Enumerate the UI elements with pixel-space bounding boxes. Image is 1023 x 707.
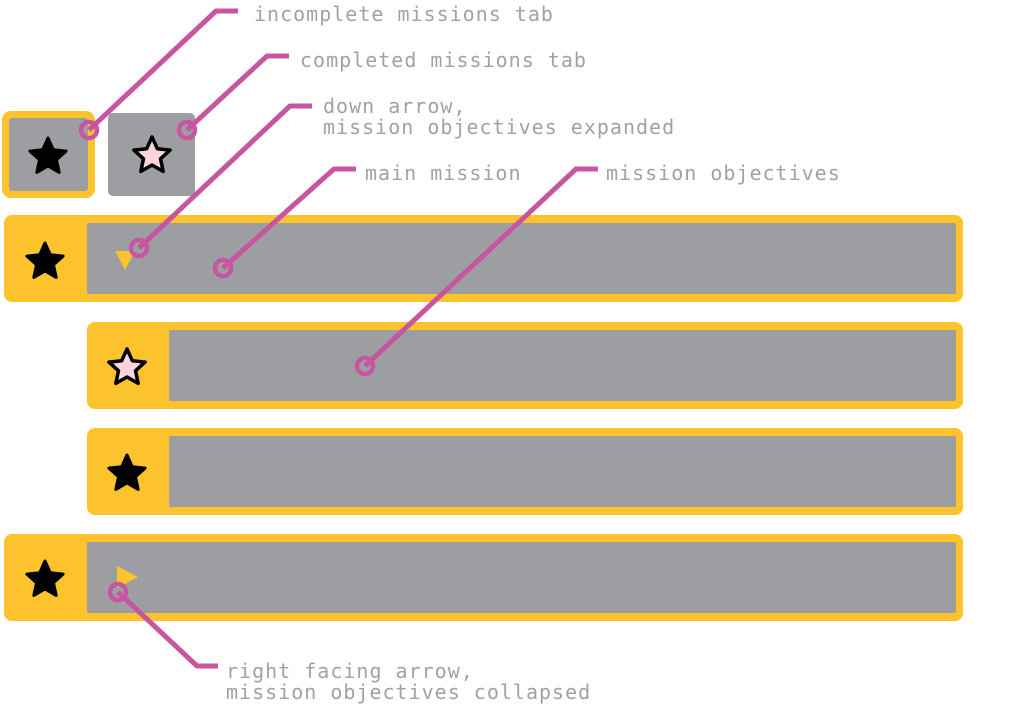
mission-objective-row[interactable] xyxy=(87,322,963,409)
label-completed-missions-tab: completed missions tab xyxy=(300,48,587,72)
completed-missions-tab[interactable] xyxy=(108,113,195,196)
annotation-labels: incomplete missions tab completed missio… xyxy=(226,2,841,704)
incomplete-missions-tab[interactable] xyxy=(2,111,95,198)
annotation-leaders xyxy=(78,8,598,669)
label-mission-objectives: mission objectives xyxy=(606,161,841,185)
label-main-mission: main mission xyxy=(365,161,522,185)
mission-objective-row[interactable] xyxy=(87,428,963,515)
label-down-arrow-line1: down arrow, xyxy=(323,94,466,118)
label-incomplete-missions-tab: incomplete missions tab xyxy=(254,2,554,26)
label-right-arrow-line1: right facing arrow, xyxy=(226,659,474,683)
right-arrow-icon[interactable] xyxy=(117,566,138,588)
label-right-arrow-line2: mission objectives collapsed xyxy=(226,680,591,704)
label-down-arrow-line2: mission objectives expanded xyxy=(323,115,675,139)
main-mission-row-collapsed[interactable] xyxy=(4,534,963,621)
down-arrow-icon[interactable] xyxy=(115,251,135,270)
